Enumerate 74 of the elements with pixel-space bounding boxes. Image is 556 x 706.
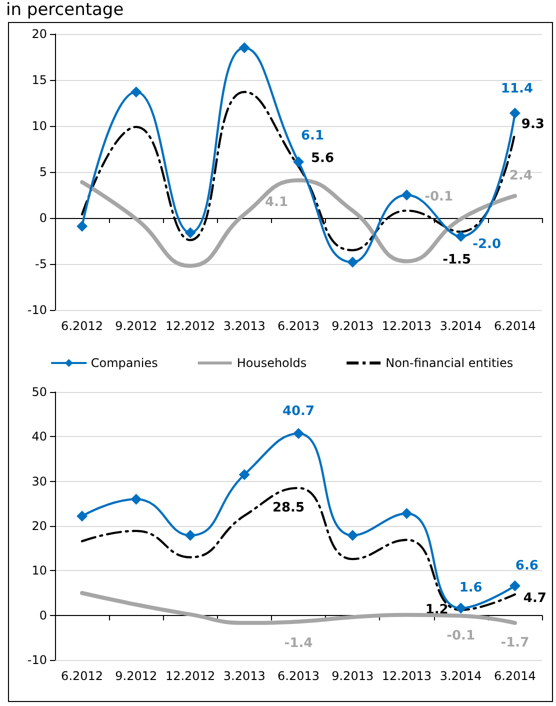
data-label: -2.0 [472,236,502,252]
data-label: 2.4 [509,168,532,184]
y-tick-label: -5 [35,257,47,271]
point [293,156,304,168]
y-tick-label: -10 [27,303,47,317]
line-series [80,591,517,625]
data-label: -1.7 [500,635,530,650]
point [184,530,196,541]
y-tick-label: 20 [32,27,47,41]
data-label: 5.6 [310,150,334,166]
point [238,42,250,54]
y-tick-label: 0 [39,211,47,225]
y-tick-label: 20 [32,519,47,533]
point [509,580,520,592]
point [509,108,520,119]
legend-label: Households [236,356,307,370]
point [76,220,88,232]
x-tick-label: 6.2012 [61,319,104,333]
point [184,227,196,238]
point [401,190,412,200]
data-label: -0.1 [424,189,454,204]
x-tick-label: 9.2012 [115,669,158,683]
data-label: 1.2 [425,602,448,618]
x-tick-label: 9.2013 [332,669,374,683]
point [401,508,412,519]
y-tick-label: 0 [39,608,47,622]
line-series [80,178,517,268]
data-label: 6.6 [515,558,538,574]
point [76,510,88,522]
y-tick-label: 15 [32,73,47,87]
data-label: 9.3 [521,116,544,132]
chart-title: in percentage [6,0,124,20]
y-tick-label: 10 [32,564,47,578]
data-label: 28.5 [272,500,305,516]
x-tick-label: 3.2013 [223,669,266,683]
x-tick-label: 6.2013 [278,669,320,683]
data-label: 40.7 [282,404,315,420]
y-tick-label: 30 [32,474,47,488]
data-label: 6.1 [300,128,324,144]
x-tick-label: 12.2012 [165,319,216,333]
x-tick-label: 9.2013 [332,319,374,333]
data-label: 1.6 [459,580,482,596]
x-tick-label: 12.2012 [165,669,216,683]
legend-label: Non-financial entities [386,356,514,370]
y-tick-label: 10 [32,119,47,133]
data-label: -0.1 [446,628,476,644]
x-tick-label: 12.2013 [382,669,432,683]
x-tick-label: 6.2013 [278,319,320,333]
data-label: -1.4 [284,636,313,652]
x-tick-label: 3.2014 [440,319,482,333]
point [455,602,466,614]
x-tick-label: 6.2012 [61,669,104,683]
data-label: 11.4 [500,82,533,97]
x-tick-label: 9.2012 [115,319,158,333]
point [130,86,142,98]
point [238,469,250,480]
y-tick-label: -10 [27,653,47,667]
point [347,256,358,268]
data-label: 4.1 [264,194,288,210]
x-tick-label: 3.2013 [223,319,266,333]
point [455,230,466,242]
point [130,494,142,505]
point [293,428,304,440]
x-tick-label: 3.2014 [440,669,482,683]
data-label: -1.5 [442,252,472,268]
legend-label: Companies [90,356,158,370]
x-tick-label: 6.2014 [494,319,536,333]
x-tick-label: 6.2014 [494,669,536,683]
y-tick-label: 40 [32,430,47,444]
point [347,530,358,541]
y-tick-label: 5 [39,165,47,179]
data-label: 4.7 [523,590,546,606]
y-tick-label: 50 [32,385,47,399]
x-tick-label: 12.2013 [382,319,432,333]
